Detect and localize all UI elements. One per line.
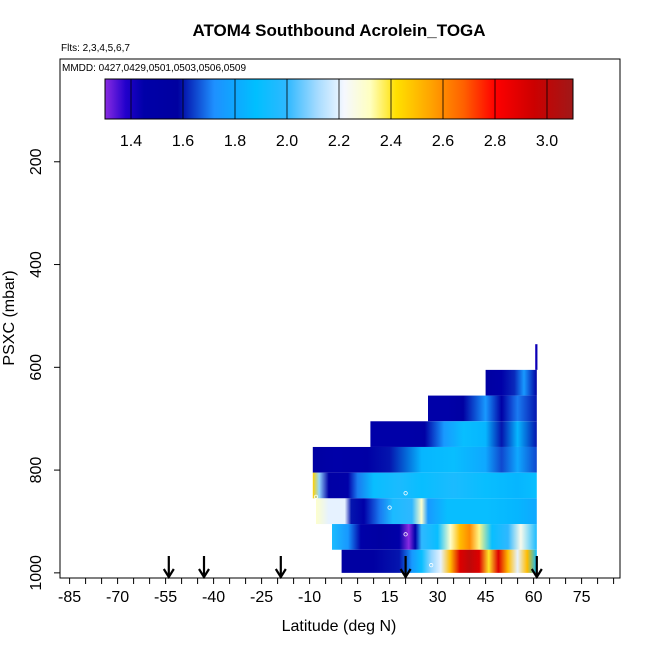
colorbar: 1.4 1.6 1.8 2.0 2.2 2.4 2.6 2.8 3.0 (104, 78, 574, 150)
x-tick-label: -10 (298, 589, 321, 606)
y-axis: 200 400 600 800 1000 (28, 148, 60, 591)
flight-markers (162, 556, 543, 580)
colorbar-tick-label: 3.0 (536, 133, 558, 150)
sample-points (313, 491, 485, 578)
sample-point (480, 573, 485, 578)
heatmap-area (312, 344, 538, 573)
x-tick-label: -55 (154, 589, 177, 606)
plot-frame (59, 58, 621, 579)
flight-marker-arrow (399, 556, 412, 580)
flights-label: Flts: 2,3,4,5,6,7 (61, 43, 130, 54)
sample-point (403, 491, 408, 496)
x-tick-label: -85 (58, 589, 81, 606)
x-tick-label: 5 (353, 589, 362, 606)
flight-marker-arrow (198, 556, 210, 580)
y-tick-label: 200 (28, 148, 45, 175)
heatmap-row (485, 369, 537, 396)
y-tick-label: 1000 (28, 555, 45, 591)
sample-point (403, 532, 408, 537)
x-axis-label: Latitude (deg N) (282, 618, 397, 635)
sample-point (429, 563, 434, 568)
dates-label: MMDD: 0427,0429,0501,0503,0506,0509 (62, 63, 246, 74)
colorbar-tick-label: 1.6 (172, 133, 194, 150)
colorbar-tick-label: 2.6 (432, 133, 454, 150)
x-axis: -85 -70 -55 -40 -25 -10 5 15 30 45 60 75 (58, 578, 615, 606)
heatmap-row (341, 549, 537, 573)
flight-marker-arrow (162, 556, 175, 580)
colorbar-tick-label: 2.2 (328, 133, 350, 150)
sample-point (387, 505, 392, 510)
heatmap-row (312, 472, 537, 499)
x-tick-label: -70 (106, 589, 129, 606)
x-tick-label: 30 (429, 589, 447, 606)
y-tick-label: 600 (28, 354, 45, 381)
flight-marker-arrow (274, 556, 287, 580)
colorbar-tick-label: 1.8 (224, 133, 246, 150)
x-tick-label: 75 (573, 589, 591, 606)
colorbar-tick-label: 2.8 (484, 133, 506, 150)
x-tick-label: 45 (477, 589, 495, 606)
heatmap-row (535, 344, 538, 370)
flight-marker-arrow (530, 556, 543, 580)
heatmap-row (316, 498, 537, 525)
y-axis-label: PSXC (mbar) (1, 270, 18, 365)
x-tick-label: -25 (250, 589, 273, 606)
heatmap-row (428, 395, 537, 422)
heatmap-row (332, 524, 537, 550)
x-tick-label: 60 (525, 589, 543, 606)
sample-point (313, 494, 319, 499)
colorbar-tick-label: 2.4 (380, 133, 402, 150)
heatmap-row (370, 421, 537, 447)
heatmap-row (312, 446, 537, 473)
y-tick-label: 400 (28, 251, 45, 278)
chart-title: ATOM4 Southbound Acrolein_TOGA (192, 21, 485, 40)
colorbar-tick-label: 2.0 (276, 133, 298, 150)
x-tick-label: -40 (202, 589, 225, 606)
colorbar-tick-label: 1.4 (120, 133, 142, 150)
x-tick-label: 15 (381, 589, 399, 606)
y-tick-label: 800 (28, 457, 45, 484)
